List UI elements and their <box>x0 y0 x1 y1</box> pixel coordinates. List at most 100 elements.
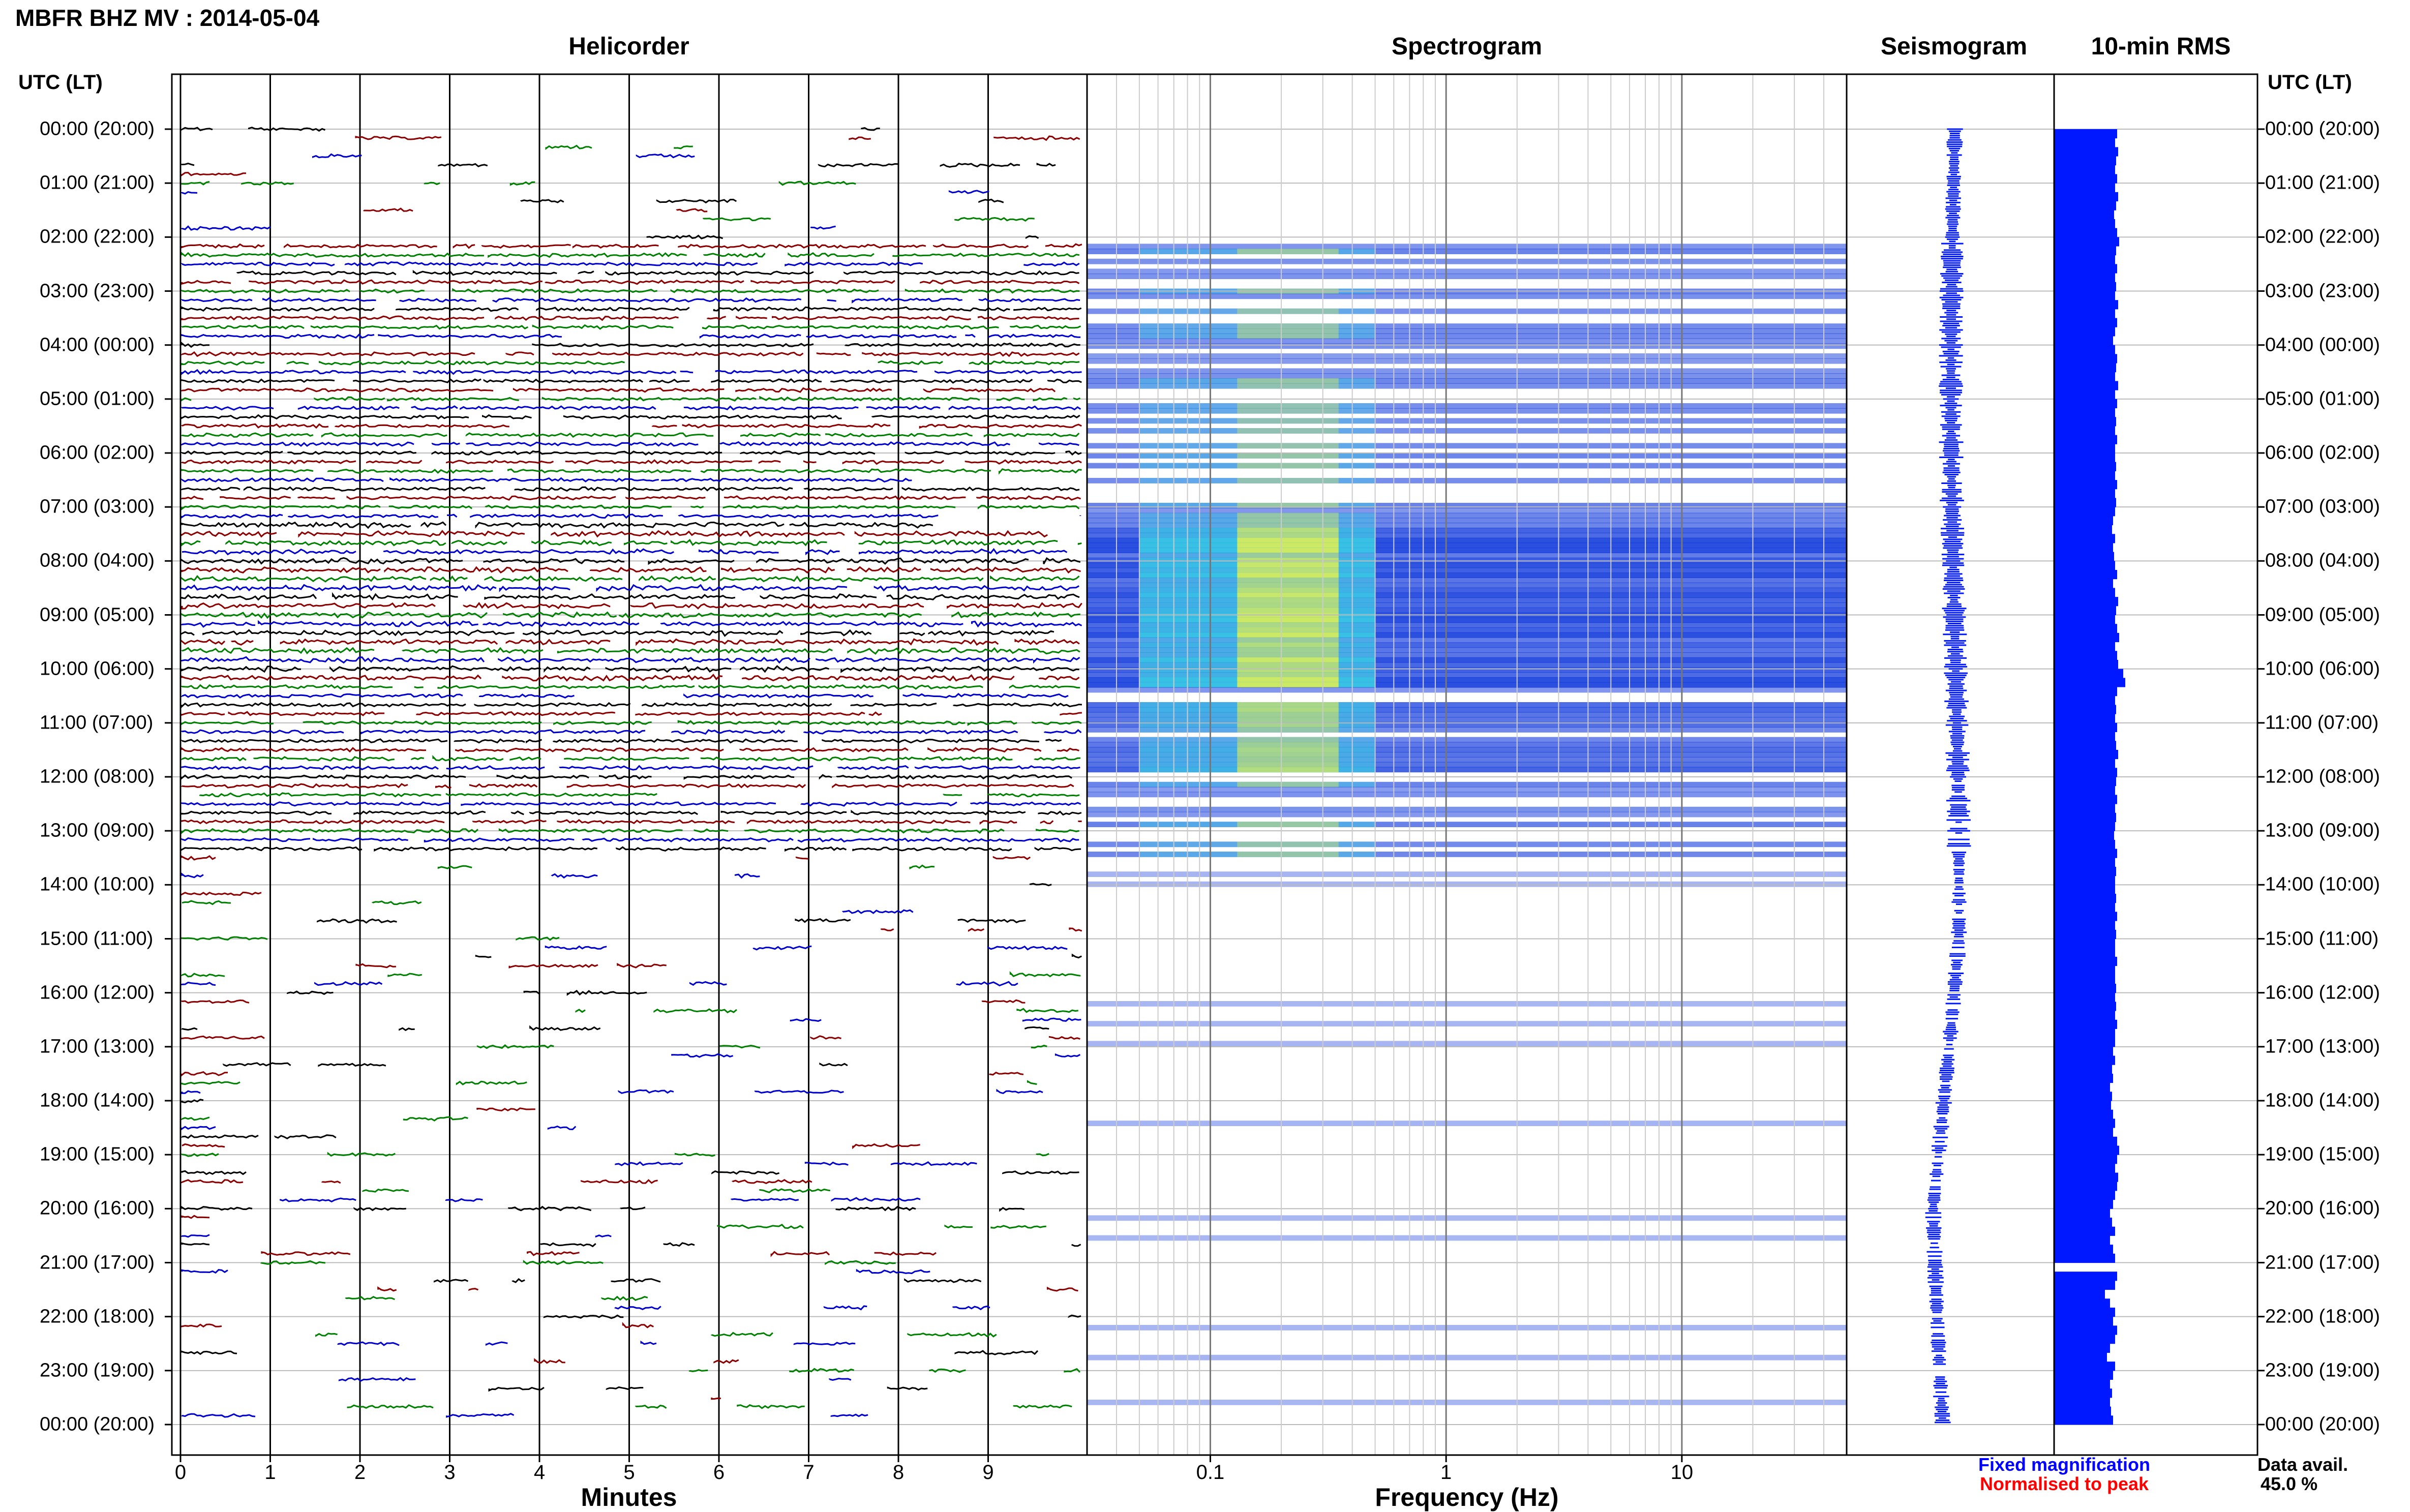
helicorder-trace-segment <box>181 414 469 420</box>
helicorder-trace-segment <box>181 531 277 538</box>
spectrogram-row <box>1087 562 1847 568</box>
helicorder-trace-segment <box>1010 324 1081 329</box>
helicorder-trace-segment <box>248 127 326 132</box>
helicorder-trace-segment <box>377 1286 397 1292</box>
helicorder-traces <box>181 127 1082 1418</box>
rms-bar <box>2054 1388 2112 1398</box>
spectrogram-row <box>1087 852 1847 857</box>
helicorder-trace-segment <box>181 1242 210 1246</box>
time-label-right: 15:00 (11:00) <box>2265 928 2379 949</box>
helicorder-trace-segment <box>545 144 592 150</box>
helicorder-trace-segment <box>261 1251 351 1256</box>
rms-bar <box>2054 965 2115 975</box>
spectrogram-row <box>1087 806 1847 812</box>
helicorder-trace-segment <box>337 1341 400 1346</box>
helicorder-trace-segment <box>617 962 667 969</box>
time-label-left: 22:00 (18:00) <box>40 1306 155 1327</box>
helicorder-trace-segment <box>430 575 468 582</box>
time-label-left: 00:00 (20:00) <box>40 1413 155 1435</box>
helicorder-trace-segment <box>346 495 616 501</box>
helicorder-trace-segment <box>475 954 492 958</box>
helicorder-trace-segment <box>736 316 767 320</box>
spectrogram-row <box>1087 507 1847 513</box>
helicorder-trace-segment <box>861 127 880 131</box>
helicorder-trace-segment <box>795 918 851 923</box>
helicorder-trace-segment <box>790 1018 822 1022</box>
helicorder-trace-segment <box>844 270 1079 276</box>
helicorder-trace-segment <box>902 692 1069 699</box>
helicorder-trace-segment <box>484 593 736 600</box>
helicorder-trace-segment <box>976 495 1081 501</box>
rms-bar <box>2054 1145 2119 1155</box>
helicorder-trace-segment <box>1024 1026 1049 1030</box>
spectrogram-row <box>1087 1215 1847 1221</box>
time-label-right: 06:00 (02:00) <box>2265 442 2381 464</box>
helicorder-trace-segment <box>181 1027 198 1031</box>
helicorder-trace-segment <box>288 513 438 519</box>
helicorder-trace-segment <box>483 378 644 384</box>
helicorder-trace-segment <box>702 324 999 330</box>
spectrogram-row <box>1087 274 1847 279</box>
rms-bar <box>2054 426 2115 436</box>
rms-bar <box>2054 1199 2113 1209</box>
helicorder-trace-segment <box>927 747 1042 753</box>
helicorder-trace-segment <box>181 729 344 735</box>
spectrogram-row <box>1087 667 1847 673</box>
helicorder-trace-segment <box>671 729 786 735</box>
spectrogram-row <box>1087 293 1847 299</box>
spectrogram-band-yellow <box>1237 328 1339 334</box>
helicorder-trace-segment <box>344 261 498 267</box>
helicorder-trace-segment <box>181 575 427 583</box>
helicorder-trace-segment <box>420 521 447 528</box>
helicorder-trace-segment <box>630 602 924 610</box>
helicorder-trace-segment <box>682 423 891 429</box>
helicorder-trace-segment <box>737 1404 805 1409</box>
helicorder-trace-segment <box>625 495 706 500</box>
spectrogram-band-yellow <box>1237 737 1339 743</box>
time-label-right: 08:00 (04:00) <box>2265 550 2381 571</box>
spectrogram-row <box>1087 871 1847 877</box>
helicorder-trace-segment <box>314 981 383 986</box>
helicorder-trace-segment <box>181 127 213 131</box>
spectrogram-band-yellow <box>1237 762 1339 768</box>
helicorder-trace-segment <box>181 191 198 195</box>
helicorder-trace-segment <box>1036 163 1056 167</box>
time-label-right: 03:00 (23:00) <box>2265 280 2381 301</box>
helicorder-trace-segment <box>694 828 729 833</box>
rms-bar <box>2054 929 2116 939</box>
rms-bar <box>2054 885 2115 894</box>
rms-bar <box>2054 812 2116 822</box>
spectrogram-band-yellow <box>1237 528 1339 533</box>
helicorder-trace-segment <box>999 1206 1025 1212</box>
helicorder-trace-segment <box>760 593 877 600</box>
spectrogram-band-yellow <box>1237 572 1339 578</box>
helicorder-trace-segment <box>1033 397 1068 402</box>
spectrogram-band-yellow <box>1237 587 1339 593</box>
rms-bar <box>2054 1155 2117 1164</box>
spectrogram-band-yellow <box>1237 852 1339 857</box>
spectrogram-band-cyan <box>1139 418 1375 424</box>
helicorder-trace-segment <box>1009 684 1080 689</box>
helicorder-trace-segment <box>852 846 1012 852</box>
spectrogram-row <box>1087 607 1847 613</box>
helicorder-trace-segment <box>182 549 356 556</box>
helicorder-trace-segment <box>181 602 436 610</box>
spectrogram-band-yellow <box>1237 523 1339 528</box>
spectrogram-band-cyan <box>1139 727 1375 733</box>
rms-bar <box>2054 1118 2115 1128</box>
helicorder-trace-segment <box>740 665 830 673</box>
time-label-right: 04:00 (00:00) <box>2265 334 2381 356</box>
helicorder-trace-segment <box>836 774 1072 780</box>
rms-bar <box>2054 219 2115 229</box>
spectrogram-row <box>1087 308 1847 314</box>
helicorder-trace-segment <box>715 369 918 374</box>
rms-bar <box>2054 1208 2110 1218</box>
spectrogram-row <box>1087 717 1847 723</box>
helicorder-trace-segment <box>181 1116 210 1121</box>
rms-bar <box>2054 534 2115 543</box>
time-label-left: 17:00 (13:00) <box>40 1036 155 1057</box>
rms-bar <box>2054 732 2115 741</box>
helicorder-trace-segment <box>851 809 1026 815</box>
spectrogram-row <box>1087 368 1847 374</box>
helicorder-trace-segment <box>181 1269 228 1274</box>
